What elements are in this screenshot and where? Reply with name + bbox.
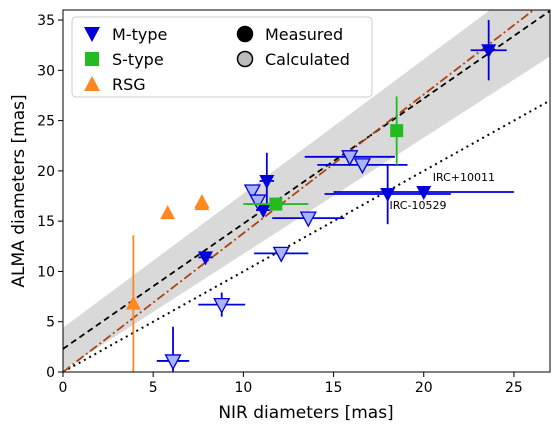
y-tick-label: 5 (46, 315, 55, 331)
legend-label: RSG (112, 75, 146, 94)
point-marker (125, 295, 141, 310)
point-marker (269, 197, 283, 211)
point-marker (416, 186, 432, 201)
x-axis-label: NIR diameters [mas] (218, 403, 393, 423)
y-tick-label: 0 (46, 365, 55, 381)
data-point-s-type-measured (390, 96, 404, 165)
fit-line-dashdot (63, 10, 536, 372)
y-tick-label: 35 (37, 13, 55, 29)
legend-entry-m-type: M-type (84, 25, 167, 44)
axes-ticks: 0 5 10 15 20 25 0 5 10 15 20 25 30 35 (37, 13, 523, 396)
data-point-m-type-calculated (198, 292, 246, 317)
x-tick-label: 5 (149, 380, 158, 396)
legend: M-type S-type RSG Measured Calculated (71, 16, 373, 98)
y-tick-label: 25 (37, 114, 55, 130)
plot-area (63, 10, 550, 372)
data-point-m-type-measured (259, 152, 275, 210)
legend-marker (85, 52, 99, 66)
legend-label: Calculated (265, 50, 350, 69)
data-point-m-type-calculated (254, 246, 309, 263)
x-tick-label: 0 (59, 380, 68, 396)
data-point-rsg-measured (125, 235, 141, 372)
legend-label: M-type (112, 25, 167, 44)
data-point-m-type-calculated (156, 326, 190, 372)
data-point-m-type-measured (197, 251, 213, 266)
y-axis-label: ALMA diameters [mas] (9, 94, 29, 287)
point-annotation: IRC+10011 (433, 171, 495, 184)
legend-entry-measured: Measured (236, 25, 343, 44)
point-marker (390, 124, 404, 138)
legend-label: S-type (112, 50, 164, 69)
point-marker (194, 196, 210, 211)
data-point-m-type-measured (470, 20, 507, 81)
point-marker (272, 246, 290, 263)
legend-label: Measured (265, 25, 343, 44)
y-tick-label: 20 (37, 164, 55, 180)
y-tick-label: 10 (37, 264, 55, 280)
point-marker (164, 354, 182, 371)
data-point-m-type-calculated (272, 211, 345, 228)
point-marker (353, 158, 372, 175)
data-point-m-type-calculated (317, 158, 408, 175)
legend-marker (84, 76, 100, 91)
data-point-rsg-measured (160, 205, 176, 220)
legend-entry-calculated: Calculated (236, 50, 350, 69)
point-marker (299, 211, 317, 228)
data-point-rsg-measured (194, 196, 210, 211)
data-point-m-type-calculated (249, 194, 267, 211)
data-point-s-type-measured (243, 197, 309, 211)
point-marker (243, 184, 261, 201)
point-marker (341, 150, 359, 167)
data-point-m-type-calculated (243, 184, 261, 201)
legend-marker (84, 27, 100, 42)
data-point-m-type-measured (333, 186, 514, 201)
legend-entry-rsg: RSG (84, 75, 146, 94)
x-tick-label: 15 (325, 380, 343, 396)
point-annotation: IRC-10529 (389, 199, 446, 212)
annotations: IRC+10011 IRC-10529 (389, 171, 495, 212)
point-marker (213, 297, 231, 315)
y-tick-label: 30 (37, 63, 55, 79)
legend-marker (236, 50, 254, 68)
fit-line-dashed (63, 10, 550, 350)
legend-box (71, 16, 373, 98)
plot-frame (62, 9, 551, 373)
legend-marker (236, 25, 254, 43)
point-marker (481, 44, 497, 59)
y-tick-label: 15 (37, 214, 55, 230)
x-tick-label: 25 (505, 380, 523, 396)
legend-entry-s-type: S-type (85, 50, 164, 69)
point-marker (197, 251, 213, 266)
x-tick-label: 20 (415, 380, 433, 396)
point-marker (259, 174, 275, 189)
uncertainty-band (63, 10, 550, 370)
point-marker (160, 205, 176, 220)
point-marker (249, 194, 267, 211)
x-tick-label: 10 (234, 380, 252, 396)
data-point-m-type-calculated (304, 150, 395, 167)
